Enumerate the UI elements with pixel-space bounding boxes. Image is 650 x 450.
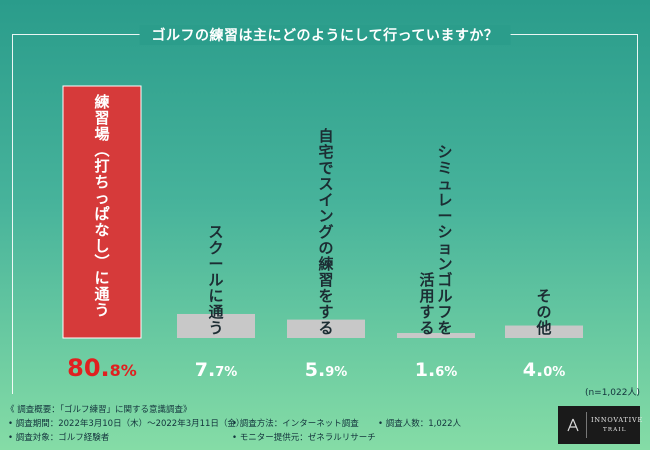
value-label-4: 4.0% [523,359,566,381]
bar-1 [177,313,255,338]
bar-0 [62,85,142,339]
value-label-2: 5.9% [305,359,348,381]
survey-method: • 調査方法：インターネット調査 [232,419,359,429]
value-label-1: 7.7% [195,359,238,381]
title-area: ゴルフの練習は主にどのようにして行っていますか？ [12,14,638,394]
innovative-trail-logo: INNOVATIVE TRAIL [558,406,644,444]
survey-period: • 調査期間：2022年3月10日（木）～2022年3月11日（金） [8,419,245,429]
category-label-1: スクールに通う [208,223,223,337]
logo-text-line2: TRAIL [603,427,627,433]
category-label-4: その他 [535,287,551,337]
category-label-3-col0: シミュレーションゴルフを [437,143,452,337]
logo-mark-icon [567,418,579,432]
bar-2 [287,319,365,338]
survey-monitor: • モニター提供元：ゼネラルリサーチ [232,433,376,443]
category-label-0: 練習場︵打ちっぱなし︶に通う [93,93,109,319]
survey-overview: 《 調査概要：「ゴルフ練習」に関する意識調査》 [6,405,192,415]
logo-divider [586,412,587,438]
sample-size-note: (n=1,022人) [584,388,640,398]
bar-3 [397,333,475,338]
survey-target: • 調査対象：ゴルフ経験者 [8,433,110,443]
logo-text-line1: INNOVATIVE [591,416,644,424]
survey-count: • 調査人数：1,022人 [378,419,462,429]
chart-title: ゴルフの練習は主にどのようにして行っていますか？ [139,25,511,45]
bar-4 [505,325,583,338]
value-label-3: 1.6% [415,359,458,381]
category-label-2: 自宅でスイングの練習をする [318,127,333,337]
category-label-3-col1: 活用する [419,271,434,337]
bar-chart: 練習場︵打ちっぱなし︶に通う 80.8% スクールに通う 7.7% 自宅でスイングの練習… [62,85,583,382]
value-label-0: 80.8% [67,354,137,382]
